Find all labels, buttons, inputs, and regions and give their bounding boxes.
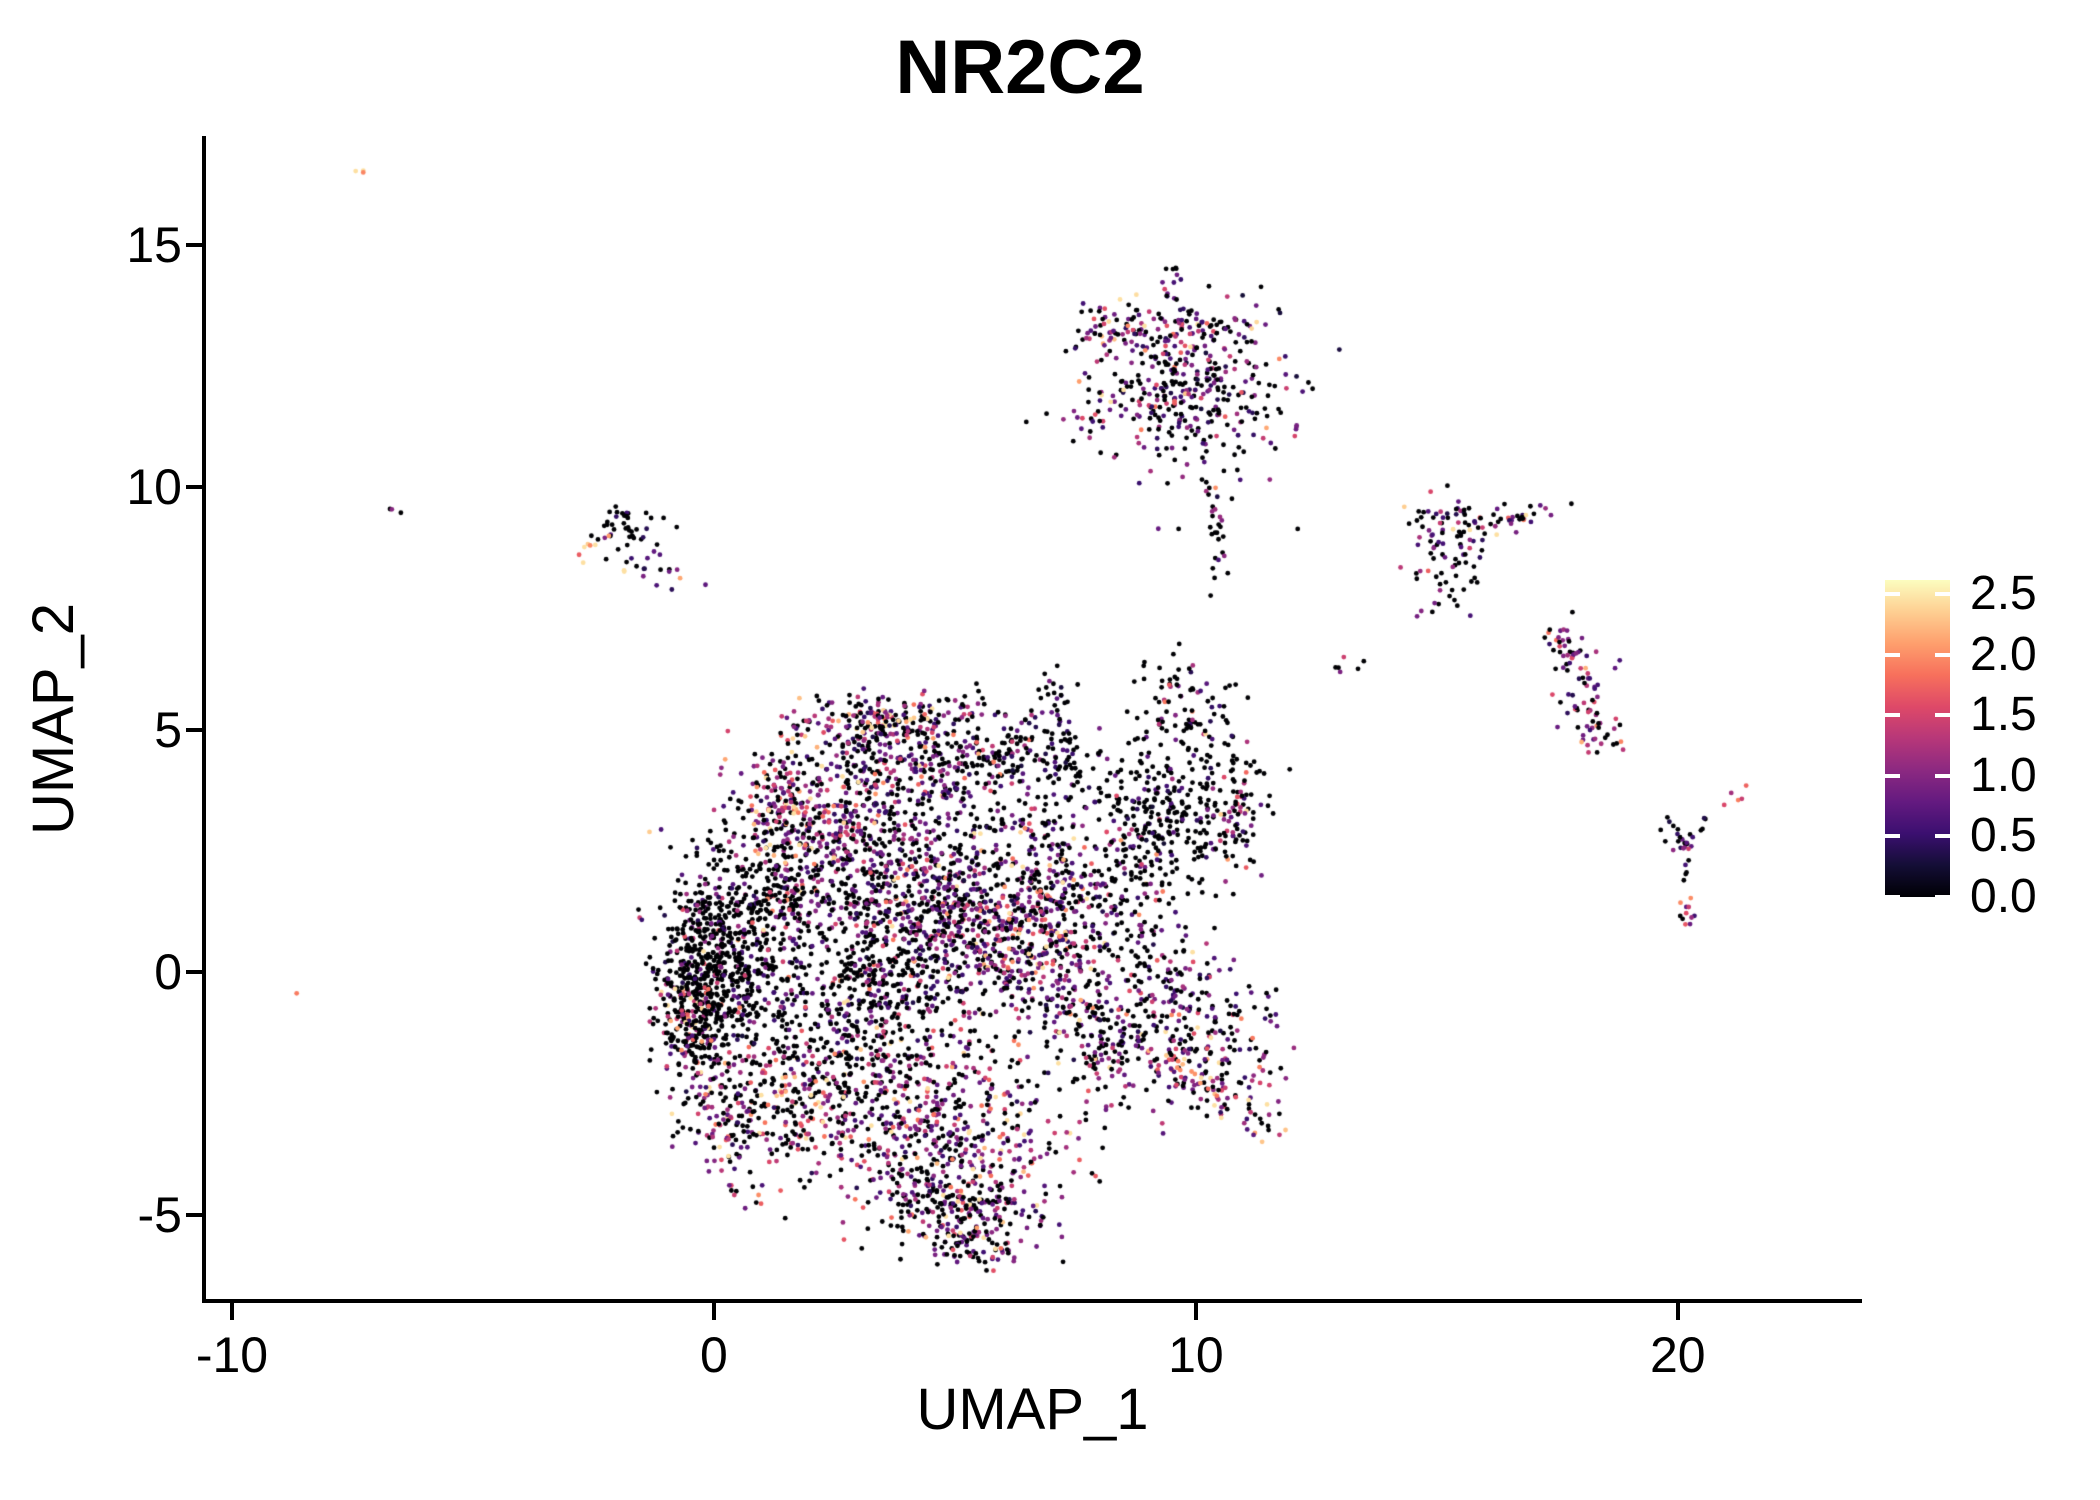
colorbar-tick-dash (1885, 652, 1900, 657)
colorbar-tick-dash (1885, 713, 1900, 718)
y-tick-label: 15 (126, 216, 182, 273)
plot-title: NR2C2 (895, 25, 1145, 110)
legend-tick-label: 0.0 (1970, 870, 2037, 923)
x-tick-mark (229, 1303, 234, 1320)
x-axis-line (202, 1299, 1862, 1303)
y-axis-line (202, 136, 206, 1303)
colorbar-tick-dash (1935, 713, 1950, 718)
colorbar-gradient (1885, 580, 1950, 897)
y-tick-mark (186, 1212, 203, 1217)
x-axis-title: UMAP_1 (916, 1377, 1149, 1442)
y-tick-mark (186, 242, 203, 247)
y-tick-label: -5 (137, 1186, 182, 1243)
x-tick-mark (1193, 1303, 1198, 1320)
legend-tick-label: 1.5 (1970, 688, 2037, 742)
colorbar-tick-dash (1935, 834, 1950, 839)
x-tick-mark (711, 1303, 716, 1320)
colorbar-tick-dash (1885, 834, 1900, 839)
y-tick-label: 0 (154, 944, 182, 1001)
legend-tick-label: 2.0 (1970, 627, 2037, 681)
colorbar-tick-dash (1935, 652, 1950, 657)
y-tick-mark (186, 485, 203, 490)
colorbar-tick-dash (1885, 592, 1900, 597)
y-tick-label: 10 (126, 459, 182, 516)
legend-tick-label: 2.5 (1970, 567, 2037, 621)
y-tick-label: 5 (154, 701, 182, 758)
y-tick-mark (186, 970, 203, 975)
x-tick-label: 0 (700, 1327, 728, 1383)
x-tick-label: 10 (1168, 1327, 1224, 1383)
y-tick-mark (186, 727, 203, 732)
colorbar-tick-dash (1935, 773, 1950, 778)
y-axis-title: UMAP_2 (21, 602, 86, 836)
x-tick-label: -10 (195, 1327, 269, 1383)
colorbar-tick-dash (1935, 592, 1950, 597)
colorbar-tick-dash (1885, 895, 1900, 899)
x-tick-mark (1675, 1303, 1680, 1320)
x-tick-label: 20 (1650, 1327, 1706, 1383)
colorbar-tick-dash (1885, 773, 1900, 778)
legend-tick-label: 0.5 (1970, 809, 2037, 863)
colorbar-tick-dash (1935, 895, 1950, 899)
legend-tick-label: 1.0 (1970, 748, 2037, 802)
